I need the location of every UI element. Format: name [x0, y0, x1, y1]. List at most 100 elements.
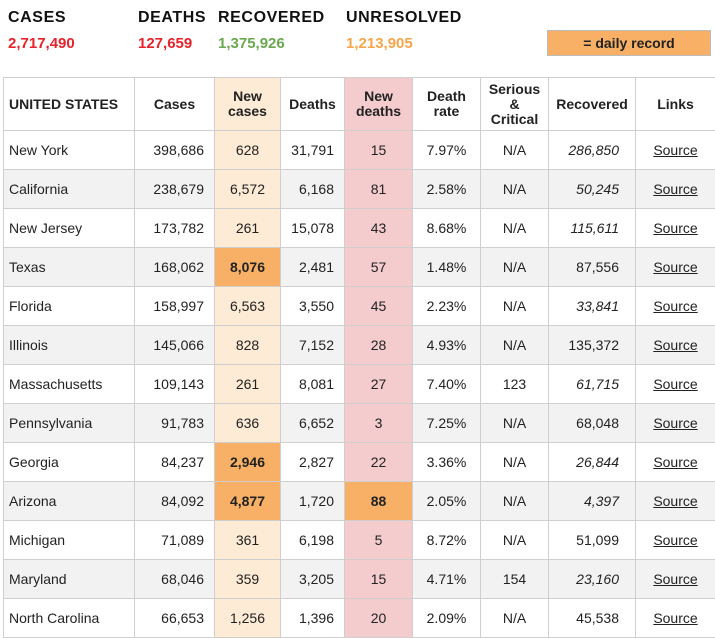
- deaths-cell: 3,205: [281, 560, 345, 599]
- column-header-serious-critical[interactable]: Serious & Critical: [481, 78, 549, 131]
- new-cases-cell: 6,572: [215, 170, 281, 209]
- source-link[interactable]: Source: [653, 493, 697, 509]
- new-deaths-cell: 57: [345, 248, 413, 287]
- source-link[interactable]: Source: [653, 298, 697, 314]
- death-rate-cell: 2.58%: [413, 170, 481, 209]
- links-cell: Source: [636, 170, 715, 209]
- source-link[interactable]: Source: [653, 454, 697, 470]
- cases-cell: 398,686: [135, 131, 215, 170]
- cases-cell: 91,783: [135, 404, 215, 443]
- serious-critical-cell: N/A: [481, 287, 549, 326]
- new-cases-cell: 261: [215, 365, 281, 404]
- state-cell: Arizona: [4, 482, 135, 521]
- deaths-cell: 6,198: [281, 521, 345, 560]
- recovered-cell: 51,099: [549, 521, 636, 560]
- column-header-new-cases[interactable]: New cases: [215, 78, 281, 131]
- new-cases-cell: 636: [215, 404, 281, 443]
- source-link[interactable]: Source: [653, 220, 697, 236]
- links-cell: Source: [636, 131, 715, 170]
- links-cell: Source: [636, 287, 715, 326]
- links-cell: Source: [636, 521, 715, 560]
- new-deaths-cell: 15: [345, 131, 413, 170]
- unresolved-label: UNRESOLVED: [346, 9, 462, 27]
- new-deaths-cell: 43: [345, 209, 413, 248]
- links-cell: Source: [636, 443, 715, 482]
- new-deaths-cell: 15: [345, 560, 413, 599]
- cases-cell: 158,997: [135, 287, 215, 326]
- recovered-cell: 50,245: [549, 170, 636, 209]
- states-table: UNITED STATES Cases New cases Deaths New…: [3, 77, 715, 638]
- serious-critical-cell: N/A: [481, 170, 549, 209]
- recovered-cell: 286,850: [549, 131, 636, 170]
- state-cell: Pennsylvania: [4, 404, 135, 443]
- serious-critical-cell: N/A: [481, 248, 549, 287]
- serious-critical-cell: N/A: [481, 482, 549, 521]
- cases-cell: 238,679: [135, 170, 215, 209]
- source-link[interactable]: Source: [653, 376, 697, 392]
- source-link[interactable]: Source: [653, 142, 697, 158]
- links-cell: Source: [636, 404, 715, 443]
- source-link[interactable]: Source: [653, 415, 697, 431]
- links-cell: Source: [636, 209, 715, 248]
- column-header-cases[interactable]: Cases: [135, 78, 215, 131]
- deaths-cell: 8,081: [281, 365, 345, 404]
- links-cell: Source: [636, 248, 715, 287]
- cases-cell: 84,092: [135, 482, 215, 521]
- recovered-value: 1,375,926: [218, 35, 285, 52]
- source-link[interactable]: Source: [653, 337, 697, 353]
- new-deaths-cell: 27: [345, 365, 413, 404]
- death-rate-cell: 3.36%: [413, 443, 481, 482]
- new-deaths-cell: 28: [345, 326, 413, 365]
- source-link[interactable]: Source: [653, 532, 697, 548]
- cases-cell: 109,143: [135, 365, 215, 404]
- serious-critical-cell: N/A: [481, 404, 549, 443]
- links-cell: Source: [636, 560, 715, 599]
- new-cases-cell: 628: [215, 131, 281, 170]
- recovered-cell: 4,397: [549, 482, 636, 521]
- cases-cell: 84,237: [135, 443, 215, 482]
- new-cases-cell: 4,877: [215, 482, 281, 521]
- state-cell: Maryland: [4, 560, 135, 599]
- cases-cell: 145,066: [135, 326, 215, 365]
- column-header-new-deaths[interactable]: New deaths: [345, 78, 413, 131]
- column-header-deaths[interactable]: Deaths: [281, 78, 345, 131]
- serious-critical-cell: N/A: [481, 209, 549, 248]
- source-link[interactable]: Source: [653, 181, 697, 197]
- cases-cell: 71,089: [135, 521, 215, 560]
- cases-value: 2,717,490: [8, 35, 75, 52]
- cases-cell: 168,062: [135, 248, 215, 287]
- death-rate-cell: 2.23%: [413, 287, 481, 326]
- serious-critical-cell: N/A: [481, 326, 549, 365]
- new-cases-cell: 8,076: [215, 248, 281, 287]
- new-deaths-cell: 88: [345, 482, 413, 521]
- new-cases-cell: 261: [215, 209, 281, 248]
- new-cases-cell: 6,563: [215, 287, 281, 326]
- source-link[interactable]: Source: [653, 610, 697, 626]
- state-cell: California: [4, 170, 135, 209]
- column-header-death-rate[interactable]: Death rate: [413, 78, 481, 131]
- death-rate-cell: 2.05%: [413, 482, 481, 521]
- death-rate-cell: 4.71%: [413, 560, 481, 599]
- column-header-recovered[interactable]: Recovered: [549, 78, 636, 131]
- deaths-cell: 3,550: [281, 287, 345, 326]
- deaths-cell: 31,791: [281, 131, 345, 170]
- new-deaths-cell: 3: [345, 404, 413, 443]
- source-link[interactable]: Source: [653, 259, 697, 275]
- new-deaths-cell: 45: [345, 287, 413, 326]
- deaths-value: 127,659: [138, 35, 192, 52]
- links-cell: Source: [636, 482, 715, 521]
- serious-critical-cell: N/A: [481, 443, 549, 482]
- column-header-state[interactable]: UNITED STATES: [4, 78, 135, 131]
- death-rate-cell: 8.68%: [413, 209, 481, 248]
- state-cell: Michigan: [4, 521, 135, 560]
- source-link[interactable]: Source: [653, 571, 697, 587]
- table-header-row: UNITED STATES Cases New cases Deaths New…: [4, 78, 715, 131]
